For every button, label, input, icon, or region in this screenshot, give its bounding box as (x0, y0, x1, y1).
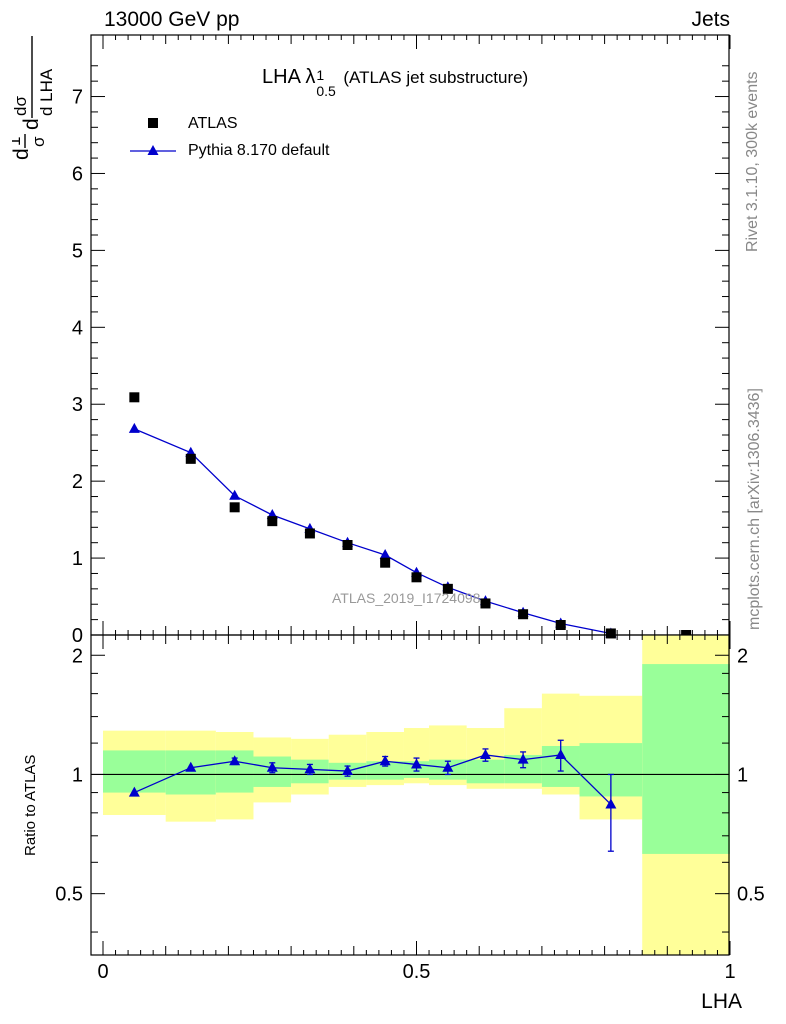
atlas-point (267, 516, 278, 527)
mcplots-url-label: mcplots.cern.ch [arXiv:1306.3436] (746, 388, 763, 630)
ratio-point (479, 748, 491, 759)
main-y-tick-label: 4 (72, 317, 83, 339)
ylabel-d1: d (12, 148, 33, 160)
ratio-y-tick-label-left: 2 (72, 645, 83, 667)
atlas-point (555, 620, 566, 630)
ratio-point (342, 765, 354, 776)
ratio-y-tick-label-left: 1 (72, 764, 83, 786)
ratio-y-axis-label: Ratio to ATLAS (22, 754, 39, 856)
ratio-frame-box (90, 634, 730, 956)
pythia-point (128, 422, 140, 433)
stat-band-bin (103, 750, 166, 793)
ratio-point (442, 761, 454, 772)
title-main: LHA (262, 66, 306, 88)
ratio-point (379, 755, 391, 766)
ratio-point (229, 755, 241, 766)
legend-label-atlas: ATLAS (188, 115, 238, 132)
stat-band-bin (366, 761, 404, 780)
atlas-point (605, 628, 616, 639)
atlas-point (342, 540, 353, 550)
atlas-point (411, 572, 422, 583)
header-left-text: 13000 GeV pp (104, 8, 240, 31)
ylabel-one: 1 (12, 137, 24, 146)
ratio-point (555, 748, 567, 759)
title-suffix: (ATLAS jet substructure) (343, 68, 529, 87)
ylabel-dlha: d LHA (37, 68, 56, 116)
x-tick-label: 0.5 (403, 961, 431, 983)
ratio-y-tick-label-right: 2 (737, 645, 748, 667)
title-sup: 1 (316, 67, 325, 83)
main-y-tick-label: 5 (72, 240, 83, 262)
ylabel-dsigma: dσ (12, 96, 30, 116)
stat-band-bin (466, 759, 505, 784)
x-tick-label: 0 (97, 961, 108, 983)
legend-marker-atlas (148, 118, 158, 128)
atlas-point (229, 502, 240, 513)
analysis-watermark: ATLAS_2019_I1724098 (332, 590, 481, 606)
stat-band-bin (165, 750, 216, 795)
ratio-plot-series (128, 739, 617, 852)
legend (130, 118, 176, 155)
main-y-tick-label: 3 (72, 394, 83, 416)
pythia-point (379, 549, 391, 559)
ratio-point (128, 786, 140, 797)
main-plot-frame (90, 34, 730, 636)
ratio-plot-frame (90, 634, 730, 956)
ratio-point (185, 761, 197, 772)
x-tick-label: 1 (724, 961, 735, 983)
ratio-point (304, 763, 316, 774)
ratio-point (517, 753, 529, 764)
ratio-point (411, 758, 422, 769)
atlas-point (442, 583, 453, 594)
atlas-point (518, 609, 529, 620)
legend-marker-pythia (147, 145, 159, 155)
title-indices: 1 0.5 (315, 67, 335, 99)
atlas-point (304, 528, 315, 539)
title-symbol: λ (305, 66, 316, 88)
title-sub: 0.5 (316, 83, 336, 99)
atlas-point (129, 392, 140, 403)
main-y-tick-label: 0 (72, 625, 83, 647)
main-y-tick-label: 2 (72, 471, 83, 493)
ylabel-d2: d (20, 118, 43, 130)
ratio-y-tick-label-right: 0.5 (737, 884, 765, 906)
atlas-point (380, 557, 391, 568)
rivet-version-label: Rivet 3.1.10, 300k events (744, 71, 761, 252)
main-chart-title: LHA λ 1 0.5 (ATLAS jet substructure) (262, 66, 529, 99)
ratio-point (266, 761, 278, 772)
ylabel-sigma1: σ (29, 136, 48, 147)
ratio-point (605, 798, 617, 809)
pythia-point (229, 489, 241, 500)
main-y-tick-label: 6 (72, 163, 83, 185)
main-y-tick-label: 1 (72, 548, 83, 570)
main-y-tick-label: 7 (72, 87, 83, 109)
ratio-y-tick-label-right: 1 (737, 764, 748, 786)
ratio-y-tick-label-left: 0.5 (55, 884, 83, 906)
legend-label-pythia: Pythia 8.170 default (188, 142, 330, 159)
atlas-point (185, 453, 196, 464)
header-right-text: Jets (691, 8, 730, 31)
main-frame-box (90, 34, 730, 636)
ratio-uncertainty-bands (91, 635, 730, 955)
atlas-point (480, 598, 491, 609)
x-axis-label: LHA (701, 990, 742, 1013)
main-y-axis-label: d 1 σ d dσ d LHA (12, 36, 56, 160)
stat-band-bin (642, 664, 730, 854)
